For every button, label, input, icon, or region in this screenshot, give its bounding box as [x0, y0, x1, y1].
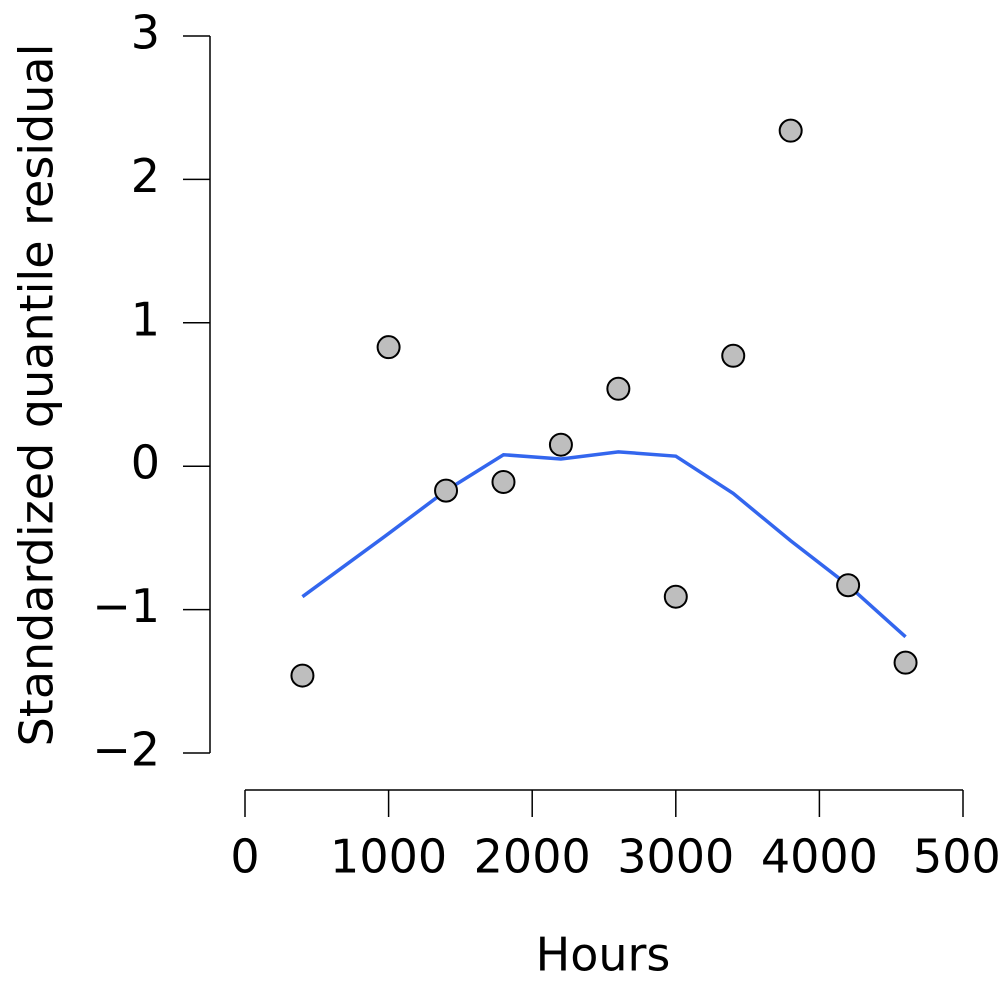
- y-tick-label: −2: [92, 723, 160, 777]
- y-axis-label: Standardized quantile residual: [10, 44, 64, 747]
- x-tick-label: 4000: [761, 830, 878, 884]
- x-tick-label: 500: [913, 830, 1000, 884]
- x-tick-label: 3000: [617, 830, 734, 884]
- y-tick-label: 0: [131, 436, 160, 490]
- x-tick-label: 1000: [330, 830, 447, 884]
- point: [548, 432, 573, 457]
- smooth-line: [301, 450, 907, 639]
- point: [606, 376, 631, 401]
- point: [376, 335, 401, 360]
- point: [778, 118, 803, 143]
- y-tick-label: 2: [131, 149, 160, 203]
- y-tick-label: 1: [131, 292, 160, 346]
- point: [721, 343, 746, 368]
- point: [290, 663, 315, 688]
- y-tick-label: −1: [92, 579, 160, 633]
- point: [836, 573, 861, 598]
- point: [893, 650, 918, 675]
- x-tick-label: 2000: [474, 830, 591, 884]
- y-tick-label: 3: [131, 6, 160, 60]
- x-tick-label: 0: [230, 830, 259, 884]
- x-axis-label: Hours: [536, 928, 671, 982]
- point: [434, 478, 459, 503]
- point: [663, 584, 688, 609]
- point: [491, 469, 516, 494]
